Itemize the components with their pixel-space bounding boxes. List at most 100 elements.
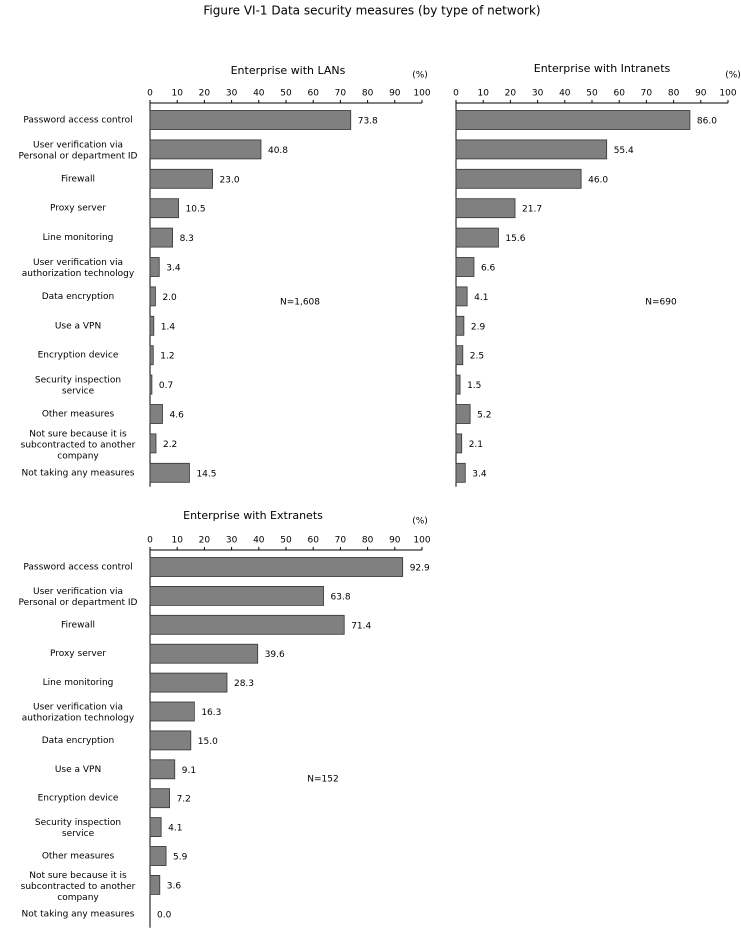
bar	[149, 345, 154, 366]
x-tick-label: 30	[226, 536, 238, 546]
bar	[149, 557, 404, 577]
value-label: 3.6	[167, 881, 182, 891]
value-label: 4.6	[170, 411, 185, 421]
bar	[149, 315, 155, 336]
category-label: Not taking any measures	[21, 909, 134, 919]
bar	[455, 374, 461, 395]
x-tick-label: 10	[477, 89, 489, 99]
value-label: 8.3	[180, 234, 194, 244]
value-label: 1.4	[161, 322, 176, 332]
value-label: 39.6	[265, 650, 285, 660]
bar	[149, 672, 228, 693]
x-tick-label: 40	[253, 536, 265, 546]
x-tick-label: 70	[641, 89, 653, 99]
bar	[149, 788, 170, 809]
bar	[149, 286, 156, 307]
bar	[455, 462, 466, 483]
bar	[455, 345, 464, 366]
x-tick-label: 100	[719, 89, 736, 99]
chart-title: Enterprise with Extranets	[183, 509, 323, 522]
x-tick-label: 10	[171, 89, 183, 99]
category-label: Password access control	[23, 563, 132, 573]
value-label: 4.1	[474, 293, 488, 303]
category-label: Data encryption	[42, 292, 115, 302]
bar	[149, 139, 262, 160]
x-tick-label: 30	[226, 89, 238, 99]
value-label: 10.5	[186, 205, 206, 215]
category-label: Use a VPN	[55, 321, 101, 331]
category-label: Security inspection service	[35, 375, 121, 396]
bar	[455, 139, 608, 160]
category-label: Encryption device	[38, 794, 119, 804]
value-label: 3.4	[166, 264, 181, 274]
bar	[149, 846, 167, 866]
category-label: Proxy server	[50, 204, 106, 214]
value-label: 0.7	[159, 381, 173, 391]
x-tick-label: 20	[199, 536, 211, 546]
value-label: 4.1	[168, 824, 182, 834]
x-tick-label: 90	[389, 536, 401, 546]
category-label: Other measures	[42, 410, 115, 420]
category-label: User verification via authorization techn…	[22, 702, 135, 723]
bar	[149, 110, 352, 130]
value-label: 1.2	[160, 352, 174, 362]
category-label: Not sure because it is subcontracted to a…	[21, 870, 136, 902]
bar	[149, 586, 324, 606]
bar	[149, 701, 195, 722]
category-label: Line monitoring	[43, 678, 114, 688]
x-tick-label: 70	[335, 89, 347, 99]
value-label: 3.4	[472, 469, 487, 479]
value-label: 23.0	[220, 175, 240, 185]
x-tick-label: 20	[199, 89, 211, 99]
x-tick-label: 80	[668, 89, 680, 99]
value-label: 2.9	[471, 322, 486, 332]
x-tick-label: 0	[453, 89, 459, 99]
x-tick-label: 10	[171, 536, 183, 546]
bar	[149, 404, 163, 424]
bar	[149, 462, 190, 483]
x-tick-label: 100	[413, 536, 430, 546]
unit-label: (%)	[725, 71, 741, 81]
value-label: 2.0	[162, 293, 177, 303]
bar	[149, 875, 161, 895]
bar	[149, 730, 192, 751]
x-tick-label: 70	[335, 536, 347, 546]
x-tick-label: 0	[147, 536, 153, 546]
value-label: 46.0	[588, 175, 608, 185]
bar	[149, 198, 179, 219]
value-label: 14.5	[196, 469, 216, 479]
value-label: 0.0	[157, 910, 172, 920]
unit-label: (%)	[412, 517, 428, 527]
category-label: Security inspection service	[35, 818, 121, 839]
x-tick-label: 30	[532, 89, 544, 99]
x-tick-label: 60	[307, 536, 319, 546]
chart-title: Enterprise with LANs	[231, 64, 346, 77]
value-label: 92.9	[410, 564, 430, 574]
bar	[455, 198, 516, 219]
x-tick-label: 80	[362, 536, 374, 546]
bar	[149, 433, 157, 454]
category-label: User verification via Personal or departm…	[19, 140, 138, 161]
value-label: 73.8	[358, 117, 378, 127]
bar	[455, 257, 475, 277]
category-label: Not sure because it is subcontracted to a…	[21, 429, 136, 461]
value-label: 21.7	[522, 205, 542, 215]
bar	[149, 227, 173, 248]
value-label: 15.6	[505, 234, 525, 244]
bar	[149, 374, 153, 395]
x-tick-label: 20	[505, 89, 517, 99]
category-label: Use a VPN	[55, 765, 101, 775]
value-label: 2.5	[470, 352, 484, 362]
value-label: 63.8	[331, 592, 351, 602]
bar	[149, 168, 213, 189]
annotation: N=690	[645, 298, 677, 308]
x-tick-label: 80	[362, 89, 374, 99]
category-label: Not taking any measures	[21, 468, 134, 478]
x-tick-label: 50	[280, 89, 292, 99]
category-label: Firewall	[61, 620, 95, 630]
x-tick-label: 40	[559, 89, 571, 99]
value-label: 16.3	[201, 708, 221, 718]
x-tick-label: 90	[389, 89, 401, 99]
value-label: 40.8	[268, 146, 288, 156]
